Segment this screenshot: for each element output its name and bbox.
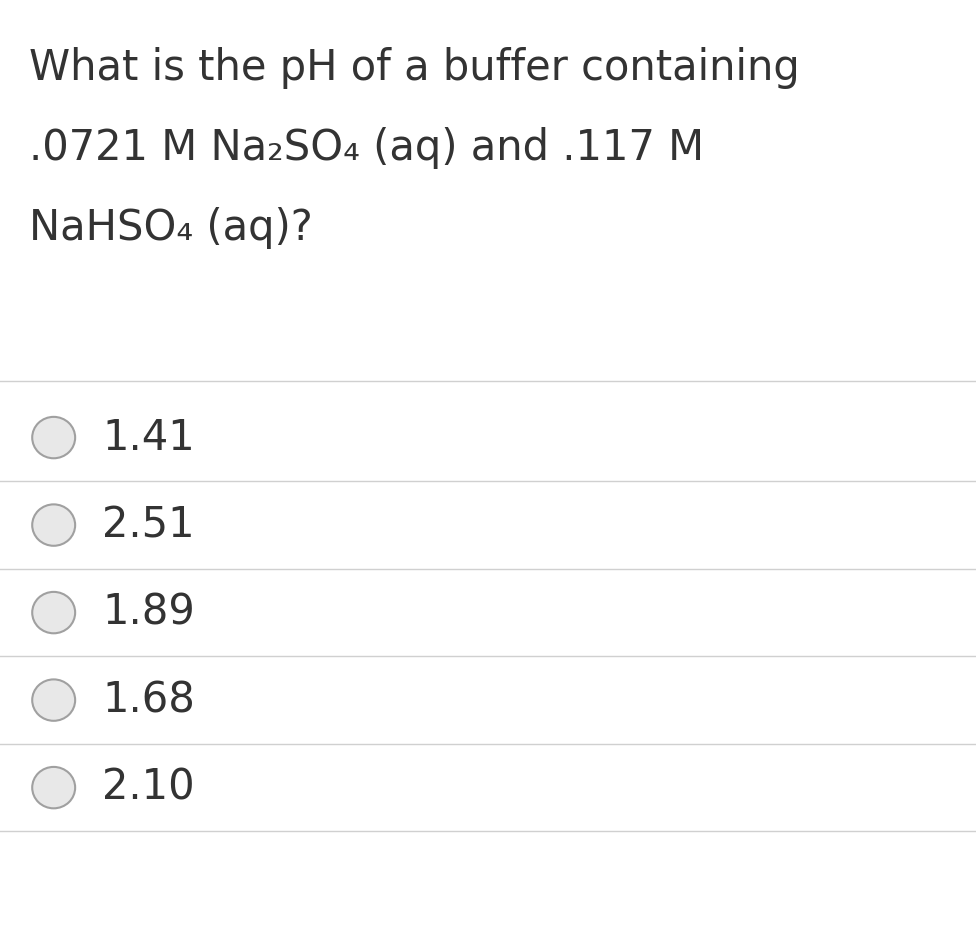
- Text: 1.89: 1.89: [102, 592, 195, 633]
- Ellipse shape: [32, 504, 75, 546]
- Text: .0721 M Na₂SO₄ (aq) and .117 M: .0721 M Na₂SO₄ (aq) and .117 M: [29, 127, 705, 169]
- Text: NaHSO₄ (aq)?: NaHSO₄ (aq)?: [29, 207, 313, 249]
- Text: 2.10: 2.10: [102, 767, 195, 808]
- Text: 1.68: 1.68: [102, 679, 195, 721]
- Text: 1.41: 1.41: [102, 417, 195, 458]
- Ellipse shape: [32, 767, 75, 808]
- Text: What is the pH of a buffer containing: What is the pH of a buffer containing: [29, 47, 800, 89]
- Ellipse shape: [32, 417, 75, 458]
- Ellipse shape: [32, 679, 75, 721]
- Ellipse shape: [32, 592, 75, 633]
- Text: 2.51: 2.51: [102, 504, 195, 546]
